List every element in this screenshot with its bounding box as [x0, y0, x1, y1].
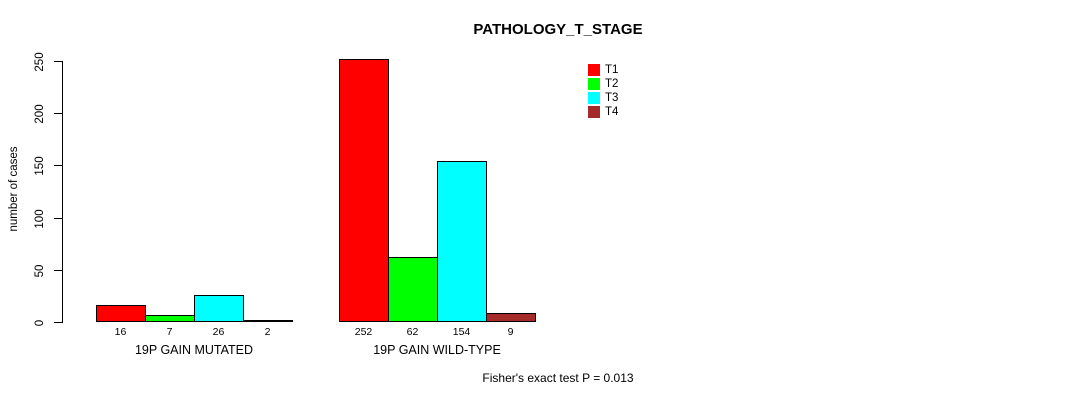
fisher-test-annotation: Fisher's exact test P = 0.013 — [482, 371, 634, 385]
y-tick-mark — [54, 322, 62, 323]
bar-value-label: 7 — [166, 326, 173, 338]
legend-label: T1 — [605, 64, 619, 76]
bar-19p-gain-mutated-t3 — [194, 295, 244, 322]
y-tick-label: 100 — [34, 208, 46, 229]
y-tick-label: 50 — [34, 264, 46, 277]
legend-swatch-t3 — [588, 92, 600, 104]
legend-item-t4: T4 — [588, 106, 618, 118]
y-axis-line — [62, 61, 63, 323]
bar-19p-gain-wild-type-t2 — [388, 257, 438, 322]
bar-value-label: 62 — [406, 326, 419, 338]
legend-item-t2: T2 — [588, 78, 618, 90]
y-tick-mark — [54, 270, 62, 271]
bar-value-label: 26 — [212, 326, 225, 338]
bar-19p-gain-mutated-t4 — [243, 320, 293, 322]
bar-19p-gain-mutated-t2 — [145, 315, 195, 322]
legend-item-t3: T3 — [588, 92, 618, 104]
y-tick-label: 0 — [34, 319, 46, 326]
bar-value-label: 16 — [114, 326, 127, 338]
y-tick-mark — [54, 113, 62, 114]
legend-item-t1: T1 — [588, 64, 618, 76]
legend-swatch-t1 — [588, 64, 600, 76]
bar-19p-gain-wild-type-t3 — [437, 161, 487, 322]
y-tick-mark — [54, 61, 62, 62]
y-tick-label: 150 — [34, 155, 46, 176]
y-axis-label: number of cases — [8, 146, 20, 232]
bar-value-label: 2 — [264, 326, 271, 338]
chart-title: PATHOLOGY_T_STAGE — [473, 21, 643, 38]
legend: T1 T2 T3 T4 — [588, 64, 618, 118]
y-tick-label: 250 — [34, 51, 46, 72]
legend-label: T2 — [605, 78, 619, 90]
x-category-label: 19P GAIN MUTATED — [134, 343, 254, 357]
bar-19p-gain-wild-type-t1 — [339, 59, 389, 322]
bar-value-label: 252 — [354, 326, 373, 338]
legend-swatch-t4 — [588, 106, 600, 118]
y-tick-mark — [54, 165, 62, 166]
bar-value-label: 154 — [452, 326, 471, 338]
legend-label: T4 — [605, 106, 619, 118]
bar-value-label: 9 — [507, 326, 514, 338]
x-category-label: 19P GAIN WILD-TYPE — [373, 343, 501, 357]
y-tick-label: 200 — [34, 103, 46, 124]
legend-swatch-t2 — [588, 78, 600, 90]
bar-19p-gain-mutated-t1 — [96, 305, 146, 322]
bar-19p-gain-wild-type-t4 — [486, 313, 536, 322]
y-tick-mark — [54, 218, 62, 219]
legend-label: T3 — [605, 92, 619, 104]
